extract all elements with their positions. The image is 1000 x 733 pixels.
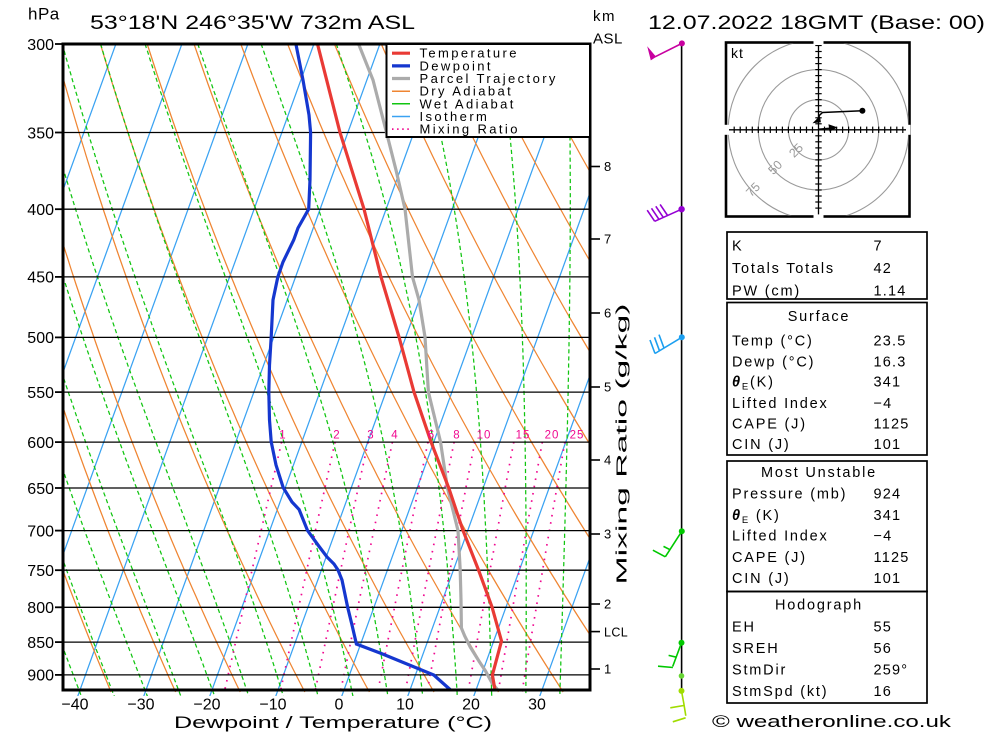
svg-text:−30: −30 [127, 697, 154, 714]
svg-text:Dewp (°C): Dewp (°C) [732, 355, 815, 371]
svg-text:Dewpoint: Dewpoint [420, 58, 493, 73]
svg-text:Parcel Trajectory: Parcel Trajectory [420, 71, 558, 86]
svg-text:300: 300 [27, 37, 54, 54]
svg-text:EH: EH [732, 620, 756, 636]
svg-text:PW (cm): PW (cm) [732, 284, 801, 300]
svg-text:16.3: 16.3 [874, 355, 907, 371]
svg-text:Surface: Surface [788, 309, 851, 325]
svg-text:400: 400 [27, 202, 54, 219]
svg-text:8: 8 [604, 159, 612, 174]
svg-text:StmDir: StmDir [732, 663, 787, 679]
svg-text:1: 1 [604, 662, 612, 677]
svg-text:kt: kt [731, 45, 744, 61]
svg-text:450: 450 [27, 270, 54, 287]
svg-text:5: 5 [604, 380, 612, 395]
svg-text:6: 6 [428, 430, 435, 442]
svg-text:−40: −40 [61, 697, 88, 714]
svg-text:1: 1 [279, 430, 286, 442]
svg-text:10: 10 [396, 697, 414, 714]
svg-text:53°18'N 246°35'W 732m ASL: 53°18'N 246°35'W 732m ASL [90, 13, 415, 34]
svg-text:© weatheronline.co.uk: © weatheronline.co.uk [712, 712, 952, 731]
svg-text:−4: −4 [874, 529, 893, 545]
svg-text:Dewpoint / Temperature (°C): Dewpoint / Temperature (°C) [174, 714, 492, 732]
svg-text:20: 20 [462, 697, 480, 714]
svg-text:Mixing Ratio: Mixing Ratio [420, 122, 520, 137]
svg-text:259°: 259° [874, 663, 909, 679]
svg-text:16: 16 [874, 684, 893, 700]
svg-text:LCL: LCL [604, 626, 628, 640]
svg-text:3: 3 [367, 430, 374, 442]
svg-text:CAPE (J): CAPE (J) [732, 417, 807, 433]
svg-text:850: 850 [27, 635, 54, 652]
svg-text:101: 101 [874, 571, 902, 587]
svg-text:700: 700 [27, 523, 54, 540]
svg-text:Hodograph: Hodograph [775, 598, 863, 614]
svg-text:10: 10 [477, 430, 492, 442]
svg-text:km: km [593, 8, 616, 25]
svg-text:900: 900 [27, 668, 54, 685]
svg-text:56: 56 [874, 641, 893, 657]
svg-text:600: 600 [27, 435, 54, 452]
svg-text:20: 20 [545, 430, 560, 442]
svg-text:3: 3 [604, 527, 612, 542]
svg-text:Totals Totals: Totals Totals [732, 261, 835, 277]
svg-text:−4: −4 [874, 396, 893, 412]
svg-text:Dry Adiabat: Dry Adiabat [420, 84, 514, 99]
svg-text:12.07.2022 18GMT (Base: 00): 12.07.2022 18GMT (Base: 00) [648, 13, 985, 34]
svg-text:CAPE (J): CAPE (J) [732, 550, 807, 566]
svg-text:341: 341 [874, 375, 902, 391]
svg-text:2: 2 [604, 597, 612, 612]
svg-text:Isotherm: Isotherm [420, 109, 490, 124]
svg-text:101: 101 [874, 437, 902, 453]
svg-text:6: 6 [604, 306, 612, 321]
svg-text:SREH: SREH [732, 641, 780, 657]
svg-text:ASL: ASL [593, 31, 623, 48]
svg-text:hPa: hPa [28, 5, 60, 24]
svg-text:Temperature: Temperature [420, 46, 519, 61]
svg-text:23.5: 23.5 [874, 334, 907, 350]
svg-text:Temp (°C): Temp (°C) [732, 334, 814, 350]
svg-text:Most Unstable: Most Unstable [761, 465, 877, 481]
svg-text:42: 42 [874, 261, 893, 277]
svg-text:−20: −20 [193, 697, 220, 714]
svg-text:55: 55 [874, 620, 893, 636]
svg-text:550: 550 [27, 385, 54, 402]
svg-text:8: 8 [453, 430, 460, 442]
svg-text:350: 350 [27, 125, 54, 142]
svg-text:750: 750 [27, 563, 54, 580]
svg-text:0: 0 [335, 697, 344, 714]
svg-text:7: 7 [604, 232, 612, 247]
svg-text:500: 500 [27, 330, 54, 347]
svg-text:15: 15 [516, 430, 531, 442]
svg-text:1125: 1125 [874, 417, 910, 433]
svg-text:θE(K): θE(K) [732, 375, 775, 393]
svg-text:341: 341 [874, 508, 902, 524]
svg-text:−10: −10 [259, 697, 286, 714]
svg-text:Mixing Ratio (g/kg): Mixing Ratio (g/kg) [615, 304, 631, 585]
svg-text:4: 4 [604, 453, 612, 468]
svg-text:θE (K): θE (K) [732, 508, 781, 526]
svg-text:K: K [732, 239, 743, 255]
svg-text:CIN (J): CIN (J) [732, 571, 791, 587]
svg-text:Lifted Index: Lifted Index [732, 396, 829, 412]
svg-text:Wet Adiabat: Wet Adiabat [420, 96, 516, 111]
svg-text:7: 7 [874, 239, 883, 255]
svg-text:30: 30 [528, 697, 546, 714]
svg-text:800: 800 [27, 600, 54, 617]
svg-text:CIN (J): CIN (J) [732, 437, 791, 453]
svg-text:1.14: 1.14 [874, 284, 907, 300]
svg-text:StmSpd (kt): StmSpd (kt) [732, 684, 828, 700]
svg-text:Lifted Index: Lifted Index [732, 529, 829, 545]
svg-text:25: 25 [570, 430, 585, 442]
svg-text:Pressure (mb): Pressure (mb) [732, 487, 847, 503]
svg-text:2: 2 [333, 430, 340, 442]
svg-text:924: 924 [874, 487, 902, 503]
svg-text:650: 650 [27, 481, 54, 498]
svg-text:4: 4 [391, 430, 398, 442]
svg-text:1125: 1125 [874, 550, 910, 566]
